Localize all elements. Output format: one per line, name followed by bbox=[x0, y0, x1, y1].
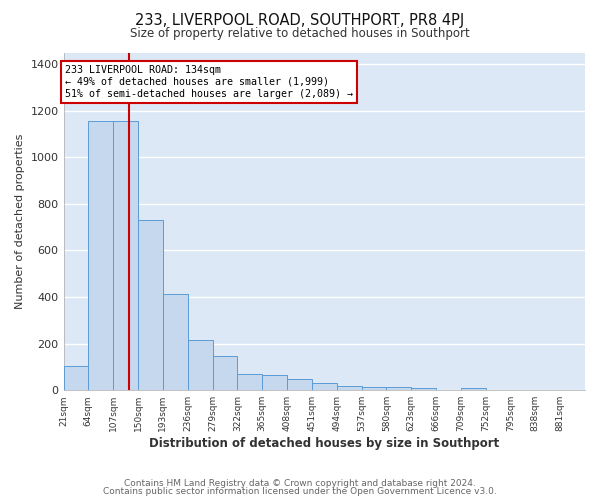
Y-axis label: Number of detached properties: Number of detached properties bbox=[15, 134, 25, 309]
Bar bbox=[188, 340, 212, 390]
Bar bbox=[386, 386, 411, 390]
Bar bbox=[113, 121, 138, 390]
Text: Contains public sector information licensed under the Open Government Licence v3: Contains public sector information licen… bbox=[103, 487, 497, 496]
Bar bbox=[64, 366, 88, 390]
Bar bbox=[461, 388, 485, 390]
Text: 233, LIVERPOOL ROAD, SOUTHPORT, PR8 4PJ: 233, LIVERPOOL ROAD, SOUTHPORT, PR8 4PJ bbox=[136, 12, 464, 28]
Text: Contains HM Land Registry data © Crown copyright and database right 2024.: Contains HM Land Registry data © Crown c… bbox=[124, 478, 476, 488]
X-axis label: Distribution of detached houses by size in Southport: Distribution of detached houses by size … bbox=[149, 437, 499, 450]
Bar bbox=[337, 386, 362, 390]
Bar bbox=[88, 121, 113, 390]
Bar bbox=[212, 356, 238, 390]
Bar bbox=[138, 220, 163, 390]
Bar bbox=[262, 375, 287, 390]
Bar bbox=[287, 378, 312, 390]
Text: 233 LIVERPOOL ROAD: 134sqm
← 49% of detached houses are smaller (1,999)
51% of s: 233 LIVERPOOL ROAD: 134sqm ← 49% of deta… bbox=[65, 66, 353, 98]
Bar bbox=[238, 374, 262, 390]
Bar bbox=[411, 388, 436, 390]
Bar bbox=[362, 386, 386, 390]
Bar bbox=[312, 383, 337, 390]
Bar bbox=[163, 294, 188, 390]
Text: Size of property relative to detached houses in Southport: Size of property relative to detached ho… bbox=[130, 28, 470, 40]
